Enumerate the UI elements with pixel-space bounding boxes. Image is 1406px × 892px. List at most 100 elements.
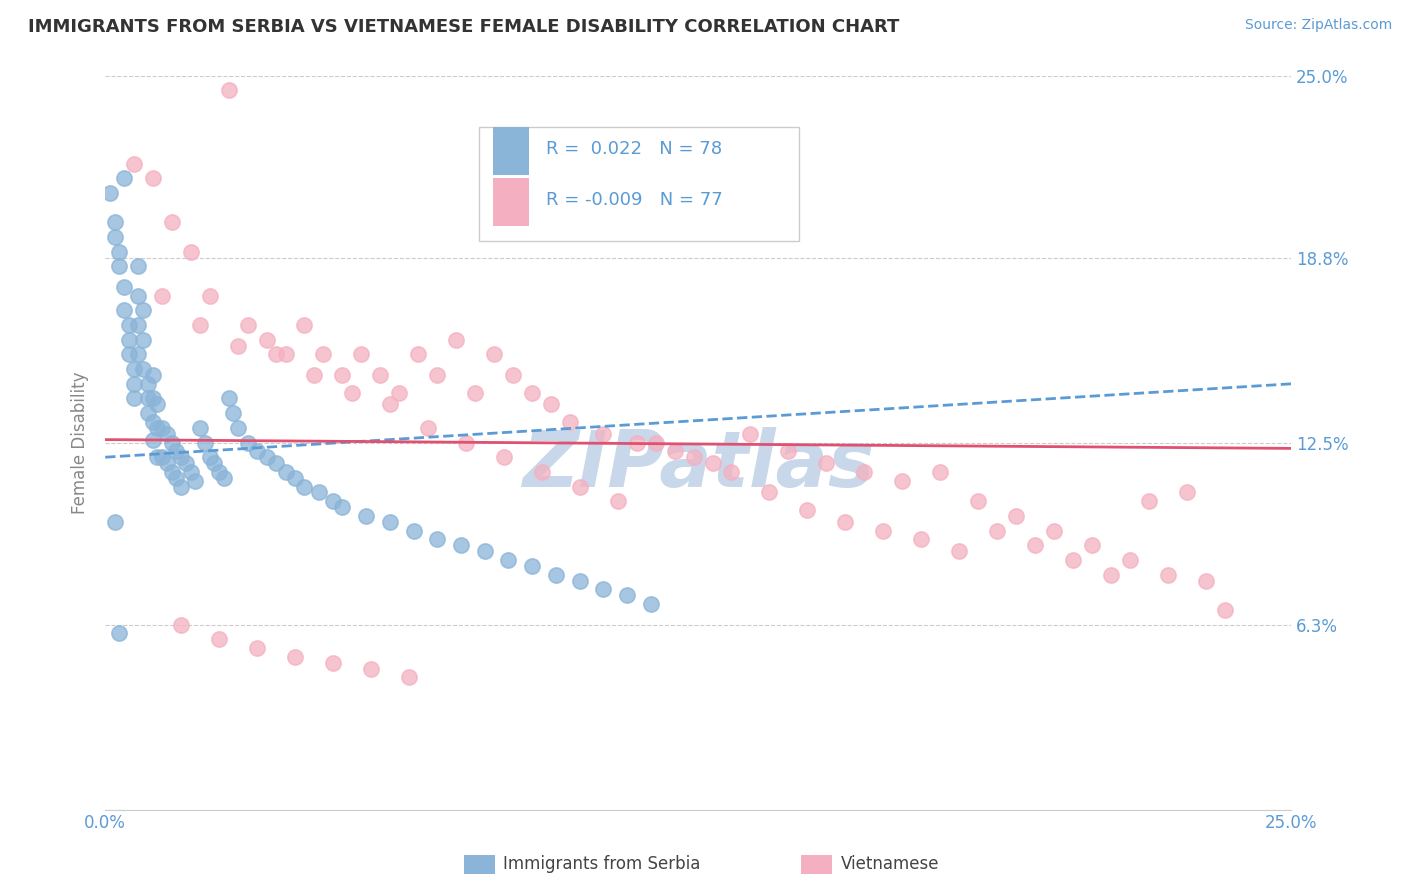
- Point: [218, 392, 240, 406]
- Point: [198, 289, 221, 303]
- Point: [174, 456, 197, 470]
- Point: [502, 368, 524, 382]
- Point: [350, 347, 373, 361]
- Point: [284, 649, 307, 664]
- Point: [122, 362, 145, 376]
- Point: [360, 662, 382, 676]
- Point: [910, 533, 932, 547]
- Point: [592, 582, 614, 597]
- Text: Source: ZipAtlas.com: Source: ZipAtlas.com: [1244, 18, 1392, 32]
- Point: [664, 444, 686, 458]
- Point: [142, 392, 165, 406]
- Point: [322, 494, 344, 508]
- Text: R = -0.009   N = 77: R = -0.009 N = 77: [547, 191, 723, 210]
- Point: [530, 465, 553, 479]
- Point: [1157, 567, 1180, 582]
- Point: [160, 435, 183, 450]
- Point: [146, 397, 169, 411]
- Point: [308, 485, 330, 500]
- FancyBboxPatch shape: [494, 127, 529, 175]
- Point: [402, 524, 425, 538]
- Point: [986, 524, 1008, 538]
- Point: [122, 392, 145, 406]
- Point: [568, 574, 591, 588]
- Point: [302, 368, 325, 382]
- Point: [202, 456, 225, 470]
- Point: [188, 421, 211, 435]
- Point: [1099, 567, 1122, 582]
- Point: [464, 385, 486, 400]
- Point: [1195, 574, 1218, 588]
- Point: [640, 597, 662, 611]
- Point: [1081, 538, 1104, 552]
- Point: [156, 426, 179, 441]
- Point: [1175, 485, 1198, 500]
- Point: [246, 641, 269, 656]
- Point: [720, 465, 742, 479]
- Point: [474, 544, 496, 558]
- Text: Vietnamese: Vietnamese: [841, 855, 939, 873]
- Point: [948, 544, 970, 558]
- Point: [322, 656, 344, 670]
- Point: [616, 588, 638, 602]
- Point: [872, 524, 894, 538]
- Point: [208, 632, 231, 647]
- Point: [522, 558, 544, 573]
- Point: [522, 385, 544, 400]
- Point: [150, 289, 173, 303]
- Point: [284, 471, 307, 485]
- Point: [492, 450, 515, 465]
- Point: [127, 318, 149, 332]
- Point: [226, 338, 249, 352]
- Point: [416, 421, 439, 435]
- Point: [112, 303, 135, 318]
- Point: [1119, 553, 1142, 567]
- Point: [150, 450, 173, 465]
- Y-axis label: Female Disability: Female Disability: [72, 371, 89, 514]
- Point: [170, 617, 193, 632]
- Point: [398, 670, 420, 684]
- Point: [274, 347, 297, 361]
- Point: [592, 426, 614, 441]
- Point: [294, 318, 316, 332]
- Point: [702, 456, 724, 470]
- Point: [170, 450, 193, 465]
- Point: [426, 533, 449, 547]
- Point: [122, 376, 145, 391]
- Point: [606, 494, 628, 508]
- Point: [256, 450, 278, 465]
- Point: [108, 244, 131, 259]
- Point: [132, 333, 155, 347]
- FancyBboxPatch shape: [479, 127, 799, 241]
- Point: [142, 368, 165, 382]
- Point: [194, 435, 217, 450]
- Point: [236, 318, 259, 332]
- Point: [127, 289, 149, 303]
- Point: [332, 500, 354, 515]
- Point: [1062, 553, 1084, 567]
- Point: [118, 333, 141, 347]
- Point: [170, 479, 193, 493]
- Point: [184, 474, 207, 488]
- Point: [108, 626, 131, 640]
- Point: [165, 444, 187, 458]
- Point: [498, 553, 520, 567]
- Point: [188, 318, 211, 332]
- Point: [104, 215, 127, 229]
- Text: R =  0.022   N = 78: R = 0.022 N = 78: [547, 140, 723, 158]
- Point: [815, 456, 838, 470]
- Point: [127, 347, 149, 361]
- Text: ZIPatlas: ZIPatlas: [522, 426, 875, 502]
- Point: [142, 171, 165, 186]
- Point: [160, 465, 183, 479]
- Point: [108, 260, 131, 274]
- Point: [160, 215, 183, 229]
- Point: [408, 347, 430, 361]
- Point: [758, 485, 780, 500]
- Point: [256, 333, 278, 347]
- Point: [446, 333, 468, 347]
- Point: [146, 450, 169, 465]
- Point: [967, 494, 990, 508]
- Point: [740, 426, 762, 441]
- Point: [544, 567, 567, 582]
